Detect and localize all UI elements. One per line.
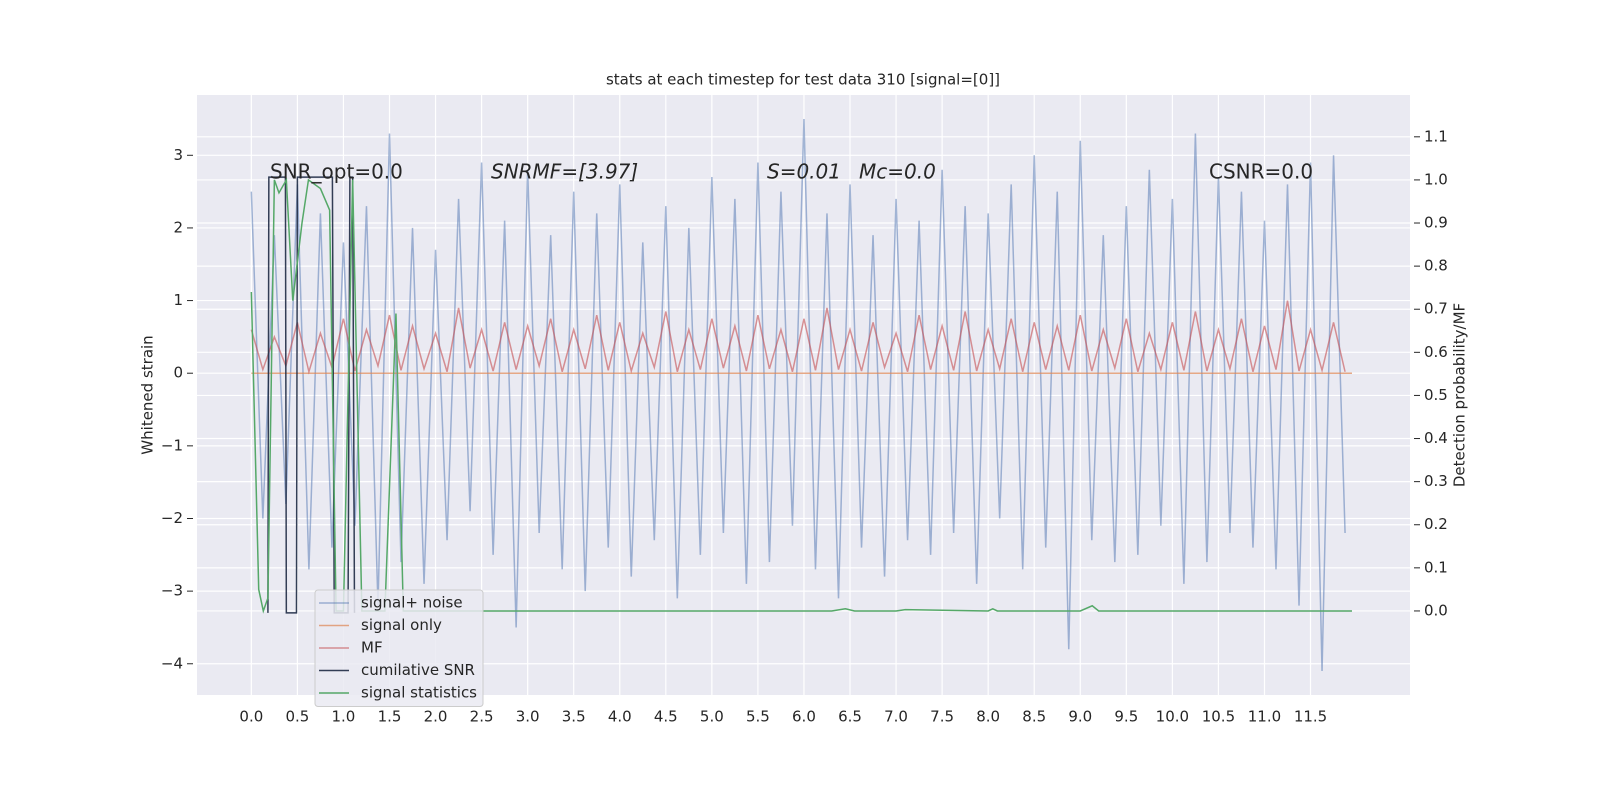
legend-label: MF [361, 639, 383, 657]
y-tick-label: −4 [161, 654, 183, 672]
x-tick-label: 5.0 [700, 708, 724, 726]
x-tick-label: 6.5 [838, 708, 862, 726]
x-tick-label: 3.5 [562, 708, 586, 726]
y2-tick-label: 0.1 [1424, 558, 1448, 576]
x-tick-label: 4.0 [608, 708, 632, 726]
y2-tick-label: 0.5 [1424, 386, 1448, 404]
y-tick-label: −2 [161, 509, 183, 527]
legend-box [314, 589, 484, 707]
y-tick-label: −1 [161, 436, 183, 454]
x-tick-label: 8.0 [976, 708, 1000, 726]
y2-tick-label: 0.7 [1424, 300, 1448, 318]
y-tick-label: 1 [173, 291, 183, 309]
y2-tick-label: 0.0 [1424, 601, 1448, 619]
x-tick-label: 1.0 [332, 708, 356, 726]
x-tick-label: 11.0 [1248, 708, 1281, 726]
x-tick-label: 4.5 [654, 708, 678, 726]
legend-label: signal only [361, 616, 442, 634]
legend-label: signal statistics [361, 684, 477, 702]
y2-tick-label: 0.3 [1424, 472, 1448, 490]
x-tick-label: 11.5 [1294, 708, 1327, 726]
x-tick-label: 3.0 [516, 708, 540, 726]
y2-axis-label: Detection probability/MF [1451, 303, 1469, 487]
legend-label: signal+ noise [361, 594, 463, 612]
series-line [267, 176, 356, 614]
y2-tick-label: 0.4 [1424, 429, 1448, 447]
y-tick-label: 3 [173, 146, 183, 164]
x-tick-label: 7.5 [930, 708, 954, 726]
x-tick-label: 2.5 [470, 708, 494, 726]
x-tick-label: 9.0 [1068, 708, 1092, 726]
x-tick-label: 10.0 [1156, 708, 1189, 726]
annotation: SNRMF=[3.97] [491, 160, 638, 184]
x-tick-label: 7.0 [884, 708, 908, 726]
annotation: CSNR=0.0 [1209, 160, 1313, 184]
y-tick-label: −3 [161, 582, 183, 600]
x-tick-label: 6.0 [792, 708, 816, 726]
x-tick-label: 1.5 [378, 708, 402, 726]
y2-tick-label: 0.6 [1424, 343, 1448, 361]
annotation: SNR_opt=0.0 [270, 160, 403, 184]
y2-tick-label: 0.2 [1424, 515, 1448, 533]
annotation: Mc=0.0 [859, 160, 936, 184]
series-line [250, 300, 1346, 375]
series-line [250, 118, 1346, 672]
y-axis-label: Whitened strain [139, 335, 157, 454]
legend-label: cumilative SNR [361, 661, 475, 679]
y2-tick-label: 1.0 [1424, 170, 1448, 188]
y2-tick-label: 0.9 [1424, 214, 1448, 232]
y2-tick-label: 0.8 [1424, 257, 1448, 275]
y-tick-label: 2 [173, 218, 183, 236]
x-tick-label: 10.5 [1202, 708, 1235, 726]
x-tick-label: 8.5 [1022, 708, 1046, 726]
x-tick-label: 2.0 [424, 708, 448, 726]
chart-title: stats at each timestep for test data 310… [606, 71, 1000, 89]
y2-tick-label: 1.1 [1424, 127, 1448, 145]
x-tick-label: 9.5 [1114, 708, 1138, 726]
x-tick-label: 0.0 [239, 708, 263, 726]
x-tick-label: 0.5 [285, 708, 309, 726]
y-tick-label: 0 [173, 364, 183, 382]
annotation: S=0.01 [767, 160, 841, 184]
x-tick-label: 5.5 [746, 708, 770, 726]
